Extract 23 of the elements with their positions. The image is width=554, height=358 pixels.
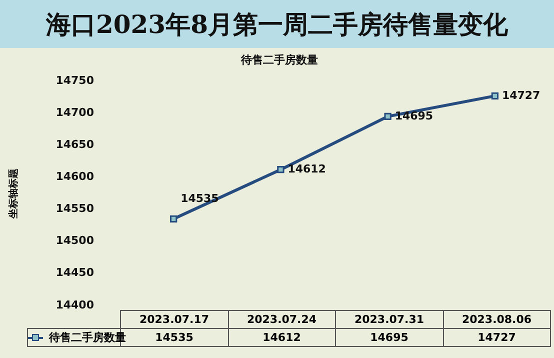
y-axis-title: 坐标轴标题 [8, 168, 20, 220]
chart-title: 海口2023年8月第一周二手房待售量变化 [0, 0, 554, 48]
x-tick-label: 2023.07.24 [228, 310, 336, 328]
annotation: 14727 [502, 88, 540, 102]
chart-subtitle: 待售二手房数量 [240, 53, 318, 66]
annotation: 14612 [288, 162, 326, 176]
y-tick-label: 14550 [56, 202, 94, 216]
y-tick-label: 14450 [56, 266, 94, 280]
y-tick-label: 14700 [56, 106, 94, 120]
y-tick-label: 14600 [56, 170, 94, 184]
data-label: 14612 [228, 328, 336, 346]
data-label: 14695 [336, 328, 443, 346]
y-tick-label: 14750 [56, 74, 94, 88]
y-tick-label: 14500 [56, 234, 94, 248]
x-tick-label: 2023.07.17 [120, 310, 228, 328]
x-tick-label: 2023.08.06 [443, 310, 550, 328]
annotation: 14535 [180, 192, 219, 205]
y-tick-label: 14400 [56, 298, 94, 312]
data-label: 14535 [155, 331, 194, 344]
data-label: 14727 [443, 328, 550, 346]
y-tick-label: 14650 [56, 138, 94, 152]
annotation: 14695 [394, 109, 434, 122]
x-tick-label: 2023.07.31 [336, 310, 443, 328]
